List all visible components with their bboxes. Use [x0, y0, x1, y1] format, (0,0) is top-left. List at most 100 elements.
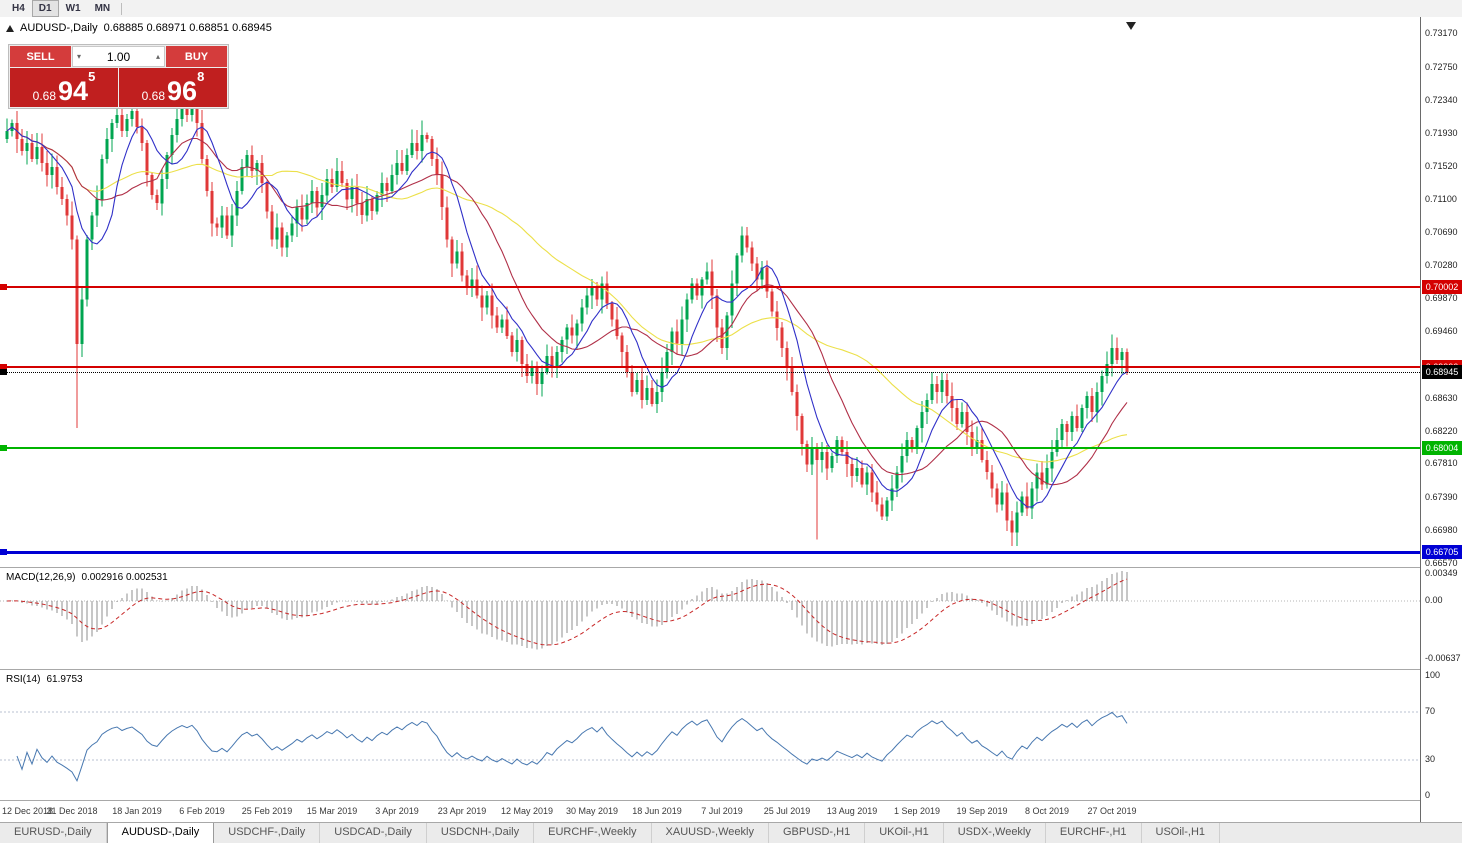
candle-body [685, 299, 689, 320]
chart-tab[interactable]: XAUUSD-,Weekly [652, 823, 769, 843]
candle-body [765, 267, 769, 292]
candle-body [110, 122, 114, 139]
candle-body [235, 191, 239, 216]
chart-tab[interactable]: USOil-,H1 [1142, 823, 1221, 843]
candle-body [565, 327, 569, 340]
candle-body [20, 139, 24, 151]
candle-body [585, 295, 589, 308]
candle-body [135, 110, 139, 127]
candle-body [370, 199, 374, 212]
candle-body [600, 283, 604, 300]
date-axis-label: 25 Jul 2019 [763, 806, 811, 816]
candle-body [160, 179, 164, 204]
candle-body [385, 183, 389, 192]
price-tag: 0.66705 [1422, 545, 1462, 560]
line-left-marker [0, 549, 7, 556]
candle-body [1000, 492, 1004, 505]
rsi-pane: RSI(14) 61.9753 [0, 669, 1420, 801]
candle-body [935, 383, 939, 392]
price-axis-tick: 0.67810 [1425, 458, 1458, 469]
chart-tab[interactable]: EURCHF-,Weekly [534, 823, 652, 843]
candle-body [820, 452, 824, 461]
date-axis-label: 6 Feb 2019 [179, 806, 225, 816]
line-left-marker [0, 369, 7, 376]
candle-body [865, 472, 869, 485]
candle-body [515, 339, 519, 352]
chart-tab[interactable]: USDCHF-,Daily [214, 823, 321, 843]
chart-tab[interactable]: USDX-,Weekly [944, 823, 1046, 843]
sell-price-display[interactable]: 0.68 94 5 [10, 68, 118, 107]
volume-increase-icon[interactable]: ▴ [155, 51, 160, 61]
candle-body [215, 223, 219, 228]
candle-body [750, 247, 754, 264]
chart-tab[interactable]: USDCNH-,Daily [427, 823, 535, 843]
candle-body [725, 315, 729, 348]
candle-body [80, 299, 84, 344]
candle-body [1100, 375, 1104, 392]
timeframe-button-w1[interactable]: W1 [65, 3, 81, 14]
candle-body [1110, 347, 1114, 364]
timeframe-button-d1[interactable]: D1 [31, 0, 59, 17]
buy-price-display[interactable]: 0.68 96 8 [119, 68, 227, 107]
one-click-trading-panel: SELL ▾ 1.00 ▴ BUY 0.68 94 5 0.68 96 8 [8, 44, 229, 109]
scroll-to-end-marker[interactable] [1126, 22, 1136, 30]
macd-pane: MACD(12,26,9) 0.002916 0.002531 [0, 567, 1420, 670]
date-axis-label: 1 Sep 2019 [893, 806, 941, 816]
candle-body [435, 159, 439, 176]
chart-tab[interactable]: EURUSD-,Daily [0, 823, 107, 843]
candle-body [65, 199, 69, 216]
candle-body [90, 215, 94, 240]
candle-body [985, 460, 989, 473]
fast-ma-line [6, 125, 1128, 508]
timeframe-button-h4[interactable]: H4 [12, 3, 25, 14]
candle-body [715, 295, 719, 328]
candle-body [290, 223, 294, 236]
chart-tab[interactable]: USDCAD-,Daily [320, 823, 427, 843]
candle-body [1035, 472, 1039, 489]
candles-layer [5, 92, 1129, 547]
candle-body [770, 291, 774, 312]
rsi-axis-tick: 30 [1425, 754, 1436, 764]
candle-body [1020, 496, 1024, 513]
candle-body [695, 283, 699, 296]
candle-body [570, 327, 574, 336]
date-axis-label: 19 Sep 2019 [956, 806, 1008, 816]
line-left-marker [0, 284, 7, 291]
candle-body [910, 440, 914, 449]
candle-body [205, 159, 209, 192]
price-tag: 0.68945 [1422, 365, 1462, 380]
candle-body [480, 295, 484, 308]
timeframe-button-mn[interactable]: MN [94, 3, 111, 14]
price-pane[interactable]: AUDUSD-,Daily 0.68885 0.68971 0.68851 0.… [0, 17, 1420, 567]
buy-price-pip: 8 [197, 69, 205, 84]
candle-body [195, 102, 199, 123]
candle-body [1055, 440, 1059, 453]
price-axis-tick: 0.68220 [1425, 425, 1458, 436]
chart-tab[interactable]: GBPUSD-,H1 [769, 823, 866, 843]
chart-tab[interactable]: EURCHF-,H1 [1046, 823, 1142, 843]
price-tag: 0.70002 [1422, 280, 1462, 295]
candle-body [850, 464, 854, 477]
sell-button[interactable]: SELL [10, 46, 71, 67]
sell-price-pip: 5 [88, 69, 96, 84]
candle-body [505, 319, 509, 336]
price-axis-tick: 0.69460 [1425, 325, 1458, 336]
candle-body [1075, 416, 1079, 428]
candle-body [735, 255, 739, 284]
candle-body [635, 379, 639, 392]
sell-price-big: 94 [58, 76, 89, 106]
ohlc-values: 0.68885 0.68971 0.68851 0.68945 [103, 22, 272, 34]
macd-axis-tick: 0.00349 [1425, 568, 1458, 578]
macd-label: MACD(12,26,9) [6, 572, 76, 583]
chart-tab[interactable]: AUDUSD-,Daily [106, 823, 215, 843]
chart-tab[interactable]: UKOil-,H1 [865, 823, 944, 843]
candle-body [175, 118, 179, 135]
volume-input[interactable]: ▾ 1.00 ▴ [72, 46, 165, 67]
buy-button[interactable]: BUY [166, 46, 227, 67]
candle-body [840, 440, 844, 453]
candle-body [640, 379, 644, 400]
candle-body [880, 504, 884, 517]
candle-body [785, 347, 789, 368]
candle-body [1060, 424, 1064, 441]
volume-decrease-icon[interactable]: ▾ [77, 51, 82, 61]
